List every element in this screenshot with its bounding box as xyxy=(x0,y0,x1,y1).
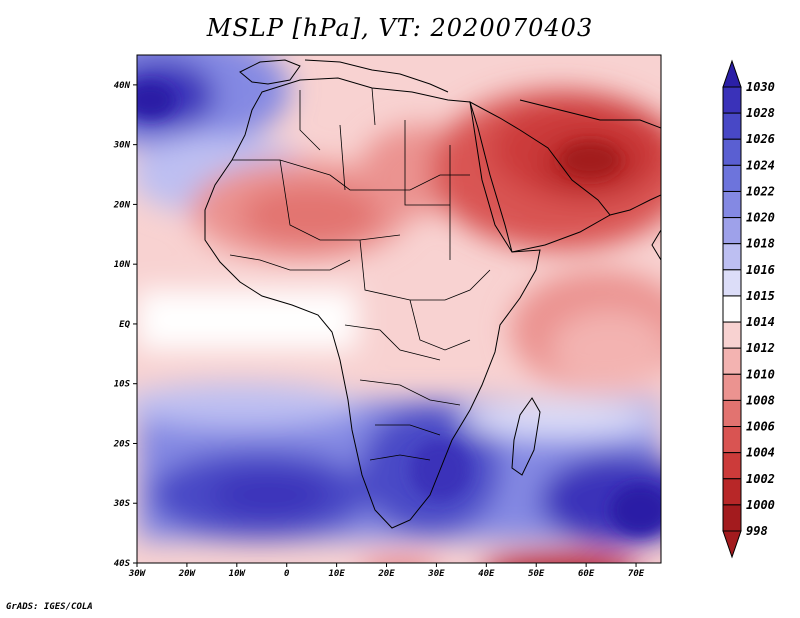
colorbar-label: 1020 xyxy=(746,211,775,225)
lon-label: 60E xyxy=(578,569,595,579)
lat-label: 10N xyxy=(114,260,131,270)
colorbar-swatch xyxy=(722,86,742,114)
colorbar-swatch xyxy=(722,504,742,532)
lat-label: 40S xyxy=(114,559,131,569)
lon-label: 0 xyxy=(284,569,290,579)
lat-label: EQ xyxy=(119,320,130,330)
colorbar-label: 1026 xyxy=(746,132,775,146)
colorbar-swatch xyxy=(722,164,742,192)
lon-label: 20W xyxy=(178,569,197,579)
map-title: MSLP [hPa], VT: 2020070403 xyxy=(206,14,594,42)
lat-label: 40N xyxy=(114,81,131,91)
grads-credit: GrADS: IGES/COLA xyxy=(6,602,93,612)
lat-label: 30S xyxy=(113,499,131,509)
colorbar-label: 1008 xyxy=(746,393,775,407)
colorbar-bottom-arrow xyxy=(722,530,742,559)
colorbar-label: 1024 xyxy=(746,158,775,172)
colorbar-swatch xyxy=(722,373,742,401)
colorbar-swatch xyxy=(722,138,742,166)
colorbar-swatch xyxy=(722,295,742,323)
colorbar-top-arrow xyxy=(722,59,742,88)
colorbar-label: 1015 xyxy=(746,289,775,303)
colorbar-legend: 1030 1028 1026 1024 1022 1020 1018 1016 1015 1014… xyxy=(722,59,775,559)
colorbar-label: 1000 xyxy=(746,498,775,512)
pressure-field xyxy=(137,55,661,563)
colorbar-swatch xyxy=(722,478,742,506)
lon-label: 10W xyxy=(229,569,247,579)
colorbar-label: 1012 xyxy=(746,341,775,355)
lon-label: 10E xyxy=(328,569,345,579)
map-frame xyxy=(136,54,662,564)
country-borders xyxy=(229,87,491,461)
colorbar-swatch xyxy=(722,452,742,480)
colorbar-swatch xyxy=(722,426,742,454)
lat-label: 20S xyxy=(113,439,131,449)
colorbar-swatch xyxy=(722,347,742,375)
longitude-axis: 30W 20W 10W 0 10E 20E 30E 40E 50E 60E 70E xyxy=(128,563,645,579)
colorbar-label: 1022 xyxy=(746,184,775,198)
coastlines xyxy=(204,59,661,529)
lon-label: 30E xyxy=(427,569,445,579)
colorbar-label: 1030 xyxy=(746,80,775,94)
latitude-axis: 40N 30N 20N 10N EQ 10S 20S 30S 40S xyxy=(113,81,137,569)
colorbar-label: 1028 xyxy=(746,106,775,120)
colorbar-label: 1010 xyxy=(746,367,775,381)
colorbar-label: 1006 xyxy=(746,420,775,434)
lon-label: 50E xyxy=(528,569,545,579)
lat-label: 10S xyxy=(114,380,131,390)
colorbar-swatch xyxy=(722,217,742,245)
colorbar-swatch xyxy=(722,269,742,297)
colorbar-label: 1004 xyxy=(746,446,775,460)
colorbar-label: 1014 xyxy=(746,315,775,329)
colorbar-swatch xyxy=(722,190,742,219)
lat-label: 20N xyxy=(113,200,131,210)
lon-label: 40E xyxy=(478,569,495,579)
lon-label: 70E xyxy=(628,569,645,579)
colorbar-label: 998 xyxy=(746,524,768,538)
lon-label: 30W xyxy=(128,569,147,579)
colorbar-label: 1016 xyxy=(746,263,775,277)
lon-label: 20E xyxy=(377,569,395,579)
colorbar-swatch xyxy=(722,112,742,140)
lat-label: 30N xyxy=(113,141,131,151)
colorbar-label: 1018 xyxy=(746,237,775,251)
colorbar-label: 1002 xyxy=(746,472,775,486)
colorbar-swatch xyxy=(722,243,742,271)
colorbar-swatch xyxy=(722,321,742,349)
colorbar-swatch xyxy=(722,399,742,428)
